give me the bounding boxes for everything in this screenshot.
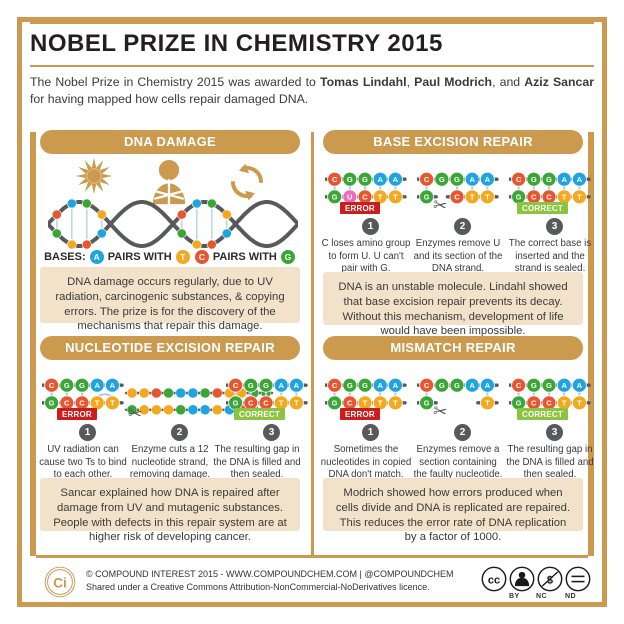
svg-text:C: C <box>49 381 55 390</box>
svg-text:G: G <box>516 398 522 407</box>
svg-text:A: A <box>377 381 383 390</box>
svg-text:T: T <box>110 398 115 407</box>
svg-text:C: C <box>531 192 537 201</box>
svg-text:A: A <box>561 175 567 184</box>
svg-text:G: G <box>424 192 430 201</box>
svg-text:T: T <box>470 192 475 201</box>
svg-text:A: A <box>469 175 475 184</box>
svg-text:A: A <box>377 175 383 184</box>
svg-text:T: T <box>562 192 567 201</box>
svg-text:C: C <box>362 192 368 201</box>
svg-text:G: G <box>531 175 537 184</box>
svg-text:G: G <box>546 175 552 184</box>
svg-text:A: A <box>485 381 491 390</box>
svg-text:C: C <box>516 175 522 184</box>
svg-text:T: T <box>393 398 398 407</box>
svg-text:G: G <box>248 381 254 390</box>
svg-text:C: C <box>546 398 552 407</box>
svg-text:C: C <box>233 381 239 390</box>
svg-text:C: C <box>424 381 430 390</box>
svg-text:C: C <box>516 381 522 390</box>
svg-text:G: G <box>531 381 537 390</box>
svg-text:T: T <box>485 398 490 407</box>
svg-text:A: A <box>577 381 583 390</box>
svg-text:G: G <box>332 192 338 201</box>
svg-text:Ci: Ci <box>53 576 67 591</box>
svg-text:T: T <box>577 398 582 407</box>
svg-text:U: U <box>347 192 353 201</box>
svg-text:G: G <box>546 381 552 390</box>
svg-text:G: G <box>332 398 338 407</box>
svg-text:G: G <box>64 381 70 390</box>
svg-text:C: C <box>79 398 85 407</box>
svg-text:A: A <box>110 381 116 390</box>
svg-text:G: G <box>439 381 445 390</box>
svg-text:C: C <box>531 398 537 407</box>
svg-text:A: A <box>393 175 399 184</box>
svg-text:A: A <box>393 381 399 390</box>
svg-text:G: G <box>454 381 460 390</box>
svg-text:G: G <box>424 398 430 407</box>
svg-text:T: T <box>485 192 490 201</box>
svg-text:G: G <box>79 381 85 390</box>
svg-text:C: C <box>546 192 552 201</box>
svg-text:G: G <box>439 175 445 184</box>
svg-text:C: C <box>263 398 269 407</box>
svg-text:G: G <box>454 175 460 184</box>
svg-text:C: C <box>424 175 430 184</box>
svg-text:T: T <box>279 398 284 407</box>
svg-text:A: A <box>485 175 491 184</box>
svg-text:T: T <box>95 398 100 407</box>
svg-text:C: C <box>454 192 460 201</box>
svg-text:A: A <box>561 381 567 390</box>
svg-text:A: A <box>278 381 284 390</box>
svg-text:G: G <box>347 175 353 184</box>
svg-text:G: G <box>362 381 368 390</box>
svg-text:T: T <box>363 398 368 407</box>
svg-text:cc: cc <box>488 575 500 587</box>
svg-text:A: A <box>294 381 300 390</box>
svg-text:T: T <box>294 398 299 407</box>
svg-text:A: A <box>577 175 583 184</box>
svg-text:A: A <box>94 381 100 390</box>
svg-text:C: C <box>347 398 353 407</box>
svg-text:G: G <box>362 175 368 184</box>
svg-text:C: C <box>248 398 254 407</box>
svg-text:G: G <box>49 398 55 407</box>
svg-text:C: C <box>332 175 338 184</box>
svg-text:G: G <box>263 381 269 390</box>
svg-text:C: C <box>64 398 70 407</box>
svg-text:G: G <box>347 381 353 390</box>
svg-text:T: T <box>393 192 398 201</box>
svg-text:G: G <box>516 192 522 201</box>
svg-text:G: G <box>233 398 239 407</box>
svg-text:T: T <box>577 192 582 201</box>
svg-text:T: T <box>562 398 567 407</box>
svg-text:A: A <box>469 381 475 390</box>
svg-text:C: C <box>332 381 338 390</box>
svg-text:T: T <box>378 192 383 201</box>
svg-text:T: T <box>378 398 383 407</box>
